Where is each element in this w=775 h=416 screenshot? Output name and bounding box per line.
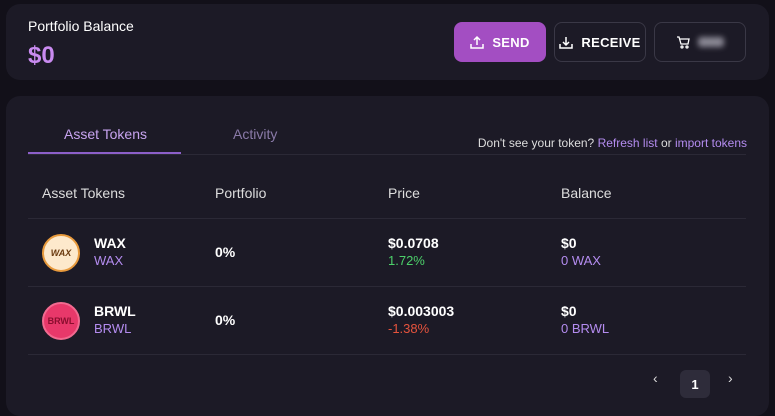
page-1-button[interactable]: 1 [680, 370, 710, 398]
tab-activity[interactable]: Activity [233, 126, 278, 142]
price-change: 1.72% [388, 253, 425, 268]
refresh-list-link[interactable]: Refresh list [597, 136, 658, 150]
cart-icon [677, 36, 690, 49]
balance-value: $0 [561, 303, 577, 319]
assets-panel: Asset Tokens Activity Don't see your tok… [6, 96, 769, 416]
send-label: SEND [492, 34, 530, 50]
col-portfolio: Portfolio [215, 185, 267, 201]
hint-text: Don't see your token? [477, 136, 595, 150]
buy-button[interactable] [654, 22, 746, 62]
brwl-logo-icon: BRWL [42, 302, 80, 340]
balance-value: $0 [28, 42, 55, 69]
balance-panel: Portfolio Balance $0 SEND RECEIVE [6, 4, 769, 80]
token-symbol: BRWL [94, 303, 136, 319]
hint-or: or [660, 136, 672, 150]
token-price: $0.0708 [388, 235, 439, 251]
token-hint: Don't see your token? Refresh list or im… [478, 136, 747, 150]
next-page-button[interactable]: › [728, 370, 733, 386]
tab-asset-tokens[interactable]: Asset Tokens [64, 126, 148, 142]
wax-logo-icon: WAX [42, 234, 80, 272]
token-symbol: WAX [94, 235, 126, 251]
balance-label: Portfolio Balance [28, 18, 134, 34]
prev-page-button[interactable]: ‹ [653, 370, 658, 386]
balance-amount: 0 BRWL [561, 321, 610, 336]
col-asset: Asset Tokens [42, 185, 126, 201]
active-tab-indicator [28, 152, 181, 154]
portfolio-share: 0% [215, 244, 236, 260]
tab-divider [28, 154, 746, 155]
table-row[interactable]: BRWL BRWL BRWL 0% $0.003003 -1.38% $0 0 … [28, 286, 746, 354]
token-price: $0.003003 [388, 303, 455, 319]
col-price: Price [388, 185, 420, 201]
portfolio-share: 0% [215, 312, 236, 328]
import-tokens-link[interactable]: import tokens [674, 136, 747, 150]
upload-icon [470, 35, 485, 49]
price-change: -1.38% [388, 321, 430, 336]
receive-button[interactable]: RECEIVE [554, 22, 646, 62]
row-divider [28, 354, 746, 355]
receive-label: RECEIVE [581, 34, 641, 50]
buy-label-blurred [698, 37, 724, 47]
table-row[interactable]: WAX WAX WAX 0% $0.0708 1.72% $0 0 WAX [28, 218, 746, 286]
balance-amount: 0 WAX [561, 253, 601, 268]
col-balance: Balance [561, 185, 612, 201]
download-icon [559, 37, 574, 49]
balance-value: $0 [561, 235, 577, 251]
token-name: BRWL [94, 321, 132, 336]
token-name: WAX [94, 253, 124, 268]
send-button[interactable]: SEND [454, 22, 546, 62]
